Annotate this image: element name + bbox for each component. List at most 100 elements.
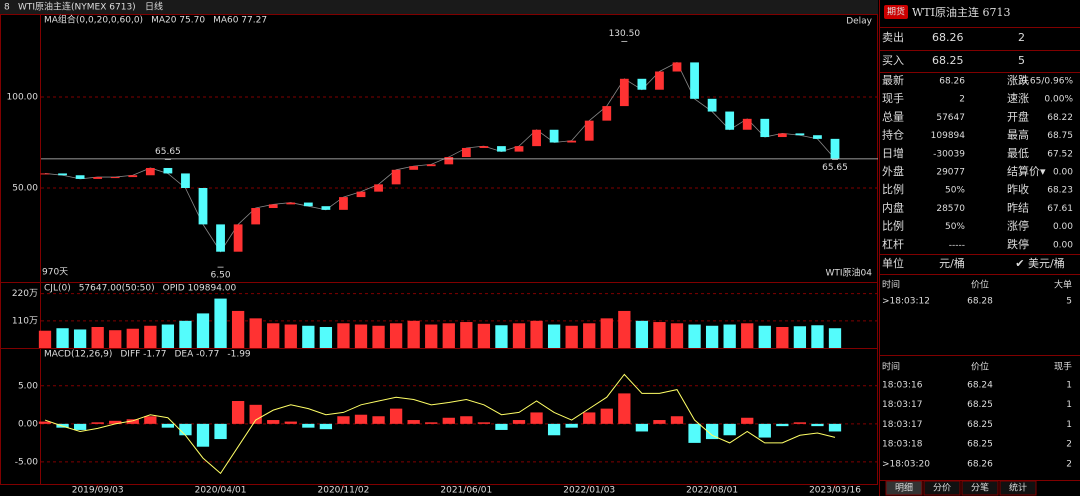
tab[interactable] xyxy=(999,480,1037,496)
table-time: 18:03:18 xyxy=(882,440,923,450)
bar xyxy=(600,318,613,348)
price-candle xyxy=(110,177,120,179)
table-time: 18:03:17 xyxy=(882,400,922,410)
bar xyxy=(741,417,754,424)
table-time: >18:03:12 xyxy=(882,297,930,307)
quote-label: 昨结 xyxy=(1007,201,1029,214)
tab-label[interactable]: 分价 xyxy=(933,483,951,494)
bar xyxy=(758,325,771,348)
bar xyxy=(635,423,649,432)
price-candle xyxy=(777,133,787,138)
bar xyxy=(73,329,87,348)
table-header: 价位 xyxy=(971,361,989,373)
tab[interactable] xyxy=(923,480,961,496)
bar xyxy=(284,324,297,348)
table-price: 68.24 xyxy=(967,381,993,391)
annotation: 65.65 xyxy=(155,147,181,157)
bar xyxy=(635,320,649,348)
bar xyxy=(337,416,350,424)
bar xyxy=(267,323,280,348)
period-selector[interactable]: 日线 xyxy=(145,1,163,13)
x-tick-label: 2020/04/01 xyxy=(195,486,247,496)
price-candle xyxy=(707,98,717,112)
badge xyxy=(884,5,908,19)
quote-value: 68.23 xyxy=(1047,186,1073,196)
bar xyxy=(741,323,754,348)
delay-label: Delay xyxy=(846,17,872,27)
quote-value: 28570 xyxy=(936,204,965,214)
bar xyxy=(179,320,192,348)
tab[interactable] xyxy=(885,480,923,496)
x-tick-label: 2020/11/02 xyxy=(318,486,370,496)
bar xyxy=(670,416,684,424)
table-time: 18:03:17 xyxy=(882,420,922,430)
y-tick-label: 50.00 xyxy=(12,183,38,193)
toolbar xyxy=(0,0,878,14)
price-line xyxy=(44,61,836,253)
bar xyxy=(688,324,701,348)
bar xyxy=(425,422,438,424)
quote-label: 总量 xyxy=(882,109,904,123)
buy-size: 5 xyxy=(1018,54,1025,67)
bar xyxy=(302,325,315,348)
bar xyxy=(776,326,789,348)
price-candle xyxy=(532,129,541,147)
quote-value: 0.00 xyxy=(1053,222,1073,232)
price-candle xyxy=(286,202,296,205)
price-candle xyxy=(514,146,524,152)
unit-usd[interactable]: ✔ 美元/桶 xyxy=(1015,256,1064,270)
bar xyxy=(91,422,104,424)
price-candle xyxy=(58,173,67,176)
table-time: 18:03:16 xyxy=(882,381,923,391)
bar xyxy=(618,310,631,348)
price-candle xyxy=(655,71,664,90)
legend-entry: -1.99 xyxy=(227,350,251,360)
bar xyxy=(302,423,315,428)
tab-label[interactable]: 明细 xyxy=(895,482,913,494)
legend-entry: MA60 77.27 xyxy=(213,16,267,26)
quote-label: 涨跌 xyxy=(1007,73,1029,87)
quote-label: 现手 xyxy=(882,91,904,105)
price-candle xyxy=(549,129,559,143)
bar xyxy=(126,328,139,348)
bar xyxy=(389,408,403,424)
toolbar-number: 8 xyxy=(4,3,10,13)
chart-frame xyxy=(0,14,878,485)
price-candle xyxy=(233,224,243,252)
tab[interactable] xyxy=(961,480,999,496)
legend-entry: MACD(12,26,9) xyxy=(44,350,112,360)
bar xyxy=(547,423,561,436)
bar xyxy=(319,326,333,348)
table-header: 时间 xyxy=(882,361,900,373)
unit-cny[interactable]: 元/桶 xyxy=(939,256,965,270)
tab-label[interactable]: 统计 xyxy=(1009,482,1027,494)
price-candle xyxy=(479,146,489,148)
bar xyxy=(337,323,350,348)
bar xyxy=(91,326,104,348)
bar xyxy=(723,324,736,348)
bar xyxy=(828,328,842,348)
price-candle xyxy=(830,138,840,159)
price-candle xyxy=(690,62,699,99)
price-candle xyxy=(672,62,682,72)
table-header: 价位 xyxy=(971,279,989,291)
quote-label: 涨停 xyxy=(1007,219,1029,233)
bar xyxy=(477,323,491,348)
bar xyxy=(530,412,543,424)
toolbar-name: WTI原油主连(NYMEX 6713) xyxy=(18,1,136,13)
bar xyxy=(38,421,52,424)
price-candle xyxy=(497,146,506,152)
bar xyxy=(547,324,561,348)
table-size: 1 xyxy=(1066,381,1072,391)
quote-value: 0.00% xyxy=(1044,95,1073,105)
bar xyxy=(565,325,578,348)
quote-value: 0.00 xyxy=(1053,240,1073,250)
table-price: 68.25 xyxy=(967,400,993,410)
legend-entry: DEA -0.77 xyxy=(174,350,219,360)
bar xyxy=(196,313,210,348)
bar xyxy=(442,417,455,424)
quote-value: 68.22 xyxy=(1047,113,1073,123)
tab-label[interactable]: 分笔 xyxy=(971,482,989,494)
price-candle xyxy=(303,202,313,207)
bar xyxy=(267,420,280,424)
